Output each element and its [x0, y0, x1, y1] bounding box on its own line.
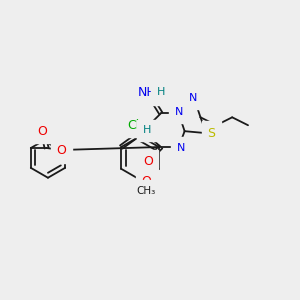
Text: N: N — [176, 143, 185, 153]
Text: Cl: Cl — [127, 119, 139, 132]
Text: H: H — [143, 125, 151, 135]
Text: N: N — [175, 107, 183, 117]
Text: N: N — [189, 94, 198, 103]
Text: S: S — [207, 127, 215, 140]
Text: O: O — [38, 125, 48, 138]
Text: O: O — [57, 145, 66, 158]
Text: O: O — [143, 155, 153, 168]
Text: CH₃: CH₃ — [136, 186, 156, 196]
Text: NH: NH — [138, 86, 156, 99]
Text: H: H — [157, 86, 165, 97]
Text: O: O — [141, 175, 151, 188]
